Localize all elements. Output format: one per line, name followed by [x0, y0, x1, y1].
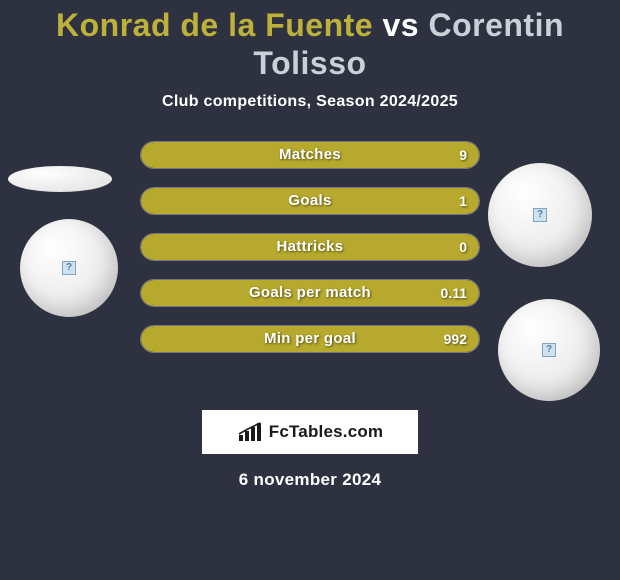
stats-arena: ? ? ? Matches9 Goals1 Hattricks0 Goals per …: [0, 141, 620, 396]
page-title: Konrad de la Fuente vs Corentin Tolisso: [0, 4, 620, 83]
vs-text: vs: [382, 7, 419, 43]
brand-text: FcTables.com: [269, 422, 384, 442]
player-photo-placeholder: ?: [488, 163, 592, 267]
player1-name: Konrad de la Fuente: [56, 7, 373, 43]
image-placeholder-icon: ?: [533, 208, 547, 222]
image-placeholder-icon: ?: [542, 343, 556, 357]
stat-bar-value: 9: [459, 142, 467, 168]
stat-bar-value: 992: [444, 326, 467, 352]
subtitle: Club competitions, Season 2024/2025: [0, 93, 620, 111]
stat-bar: Goals1: [140, 187, 480, 215]
stat-bars: Matches9Goals1Hattricks0Goals per match0…: [140, 141, 480, 371]
stat-bar-label: Min per goal: [141, 326, 479, 352]
date-text: 6 november 2024: [0, 470, 620, 490]
stat-bar-label: Goals: [141, 188, 479, 214]
stat-bar-label: Hattricks: [141, 234, 479, 260]
stat-bar-value: 1: [459, 188, 467, 214]
player-photo-placeholder: ?: [498, 299, 600, 401]
stat-bar: Min per goal992: [140, 325, 480, 353]
player-photo-placeholder: ?: [20, 219, 118, 317]
stat-bar-value: 0: [459, 234, 467, 260]
decorative-ellipse: [8, 166, 112, 192]
stat-bar: Hattricks0: [140, 233, 480, 261]
stat-bar-value: 0.11: [441, 280, 467, 306]
stat-bar: Matches9: [140, 141, 480, 169]
brand-badge: FcTables.com: [202, 410, 418, 454]
brand-chart-icon: [237, 421, 263, 443]
stat-bar: Goals per match0.11: [140, 279, 480, 307]
stat-bar-label: Matches: [141, 142, 479, 168]
image-placeholder-icon: ?: [62, 261, 76, 275]
stat-bar-label: Goals per match: [141, 280, 479, 306]
content-root: Konrad de la Fuente vs Corentin Tolisso …: [0, 0, 620, 580]
